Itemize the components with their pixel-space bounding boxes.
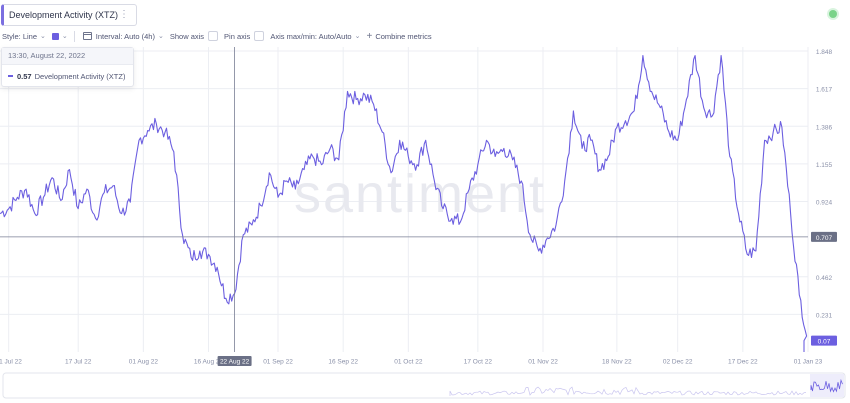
tooltip-date: 13:30, August 22, 2022 [2, 48, 133, 65]
x-tick-label: 17 Jul 22 [65, 359, 92, 366]
chevron-down-icon: ⌄ [40, 33, 46, 40]
pin-axis-label: Pin axis [224, 31, 251, 41]
show-axis-checkbox[interactable] [208, 31, 219, 41]
tooltip: 13:30, August 22, 2022 0.57 Development … [1, 47, 134, 87]
y-tick-label: 1.155 [816, 162, 833, 169]
x-tick-label: 01 Aug 22 [129, 359, 159, 366]
tooltip-row: 0.57 Development Activity (XTZ) [2, 65, 133, 87]
color-select[interactable]: ⌄ [51, 32, 68, 40]
pin-axis-checkbox[interactable] [254, 31, 265, 41]
x-tick-label: 01 Jul 22 [0, 359, 22, 366]
toolbar-divider [73, 30, 75, 42]
tooltip-legend-marker [8, 75, 13, 77]
navigator-frame [2, 372, 846, 399]
series-line-development-activity [0, 55, 808, 352]
style-select[interactable]: Style: Line ⌄ [2, 32, 46, 41]
y-tick-label: 0.924 [816, 200, 833, 207]
crosshair-y-label: 0.707 [816, 235, 833, 242]
y-tick-label: 1.386 [816, 124, 833, 131]
x-tick-label: 01 Oct 22 [394, 359, 423, 366]
tooltip-value: 0.57 [17, 71, 32, 81]
x-tick-label: 16 Aug 22 [194, 359, 224, 366]
chart-toolbar: Style: Line ⌄ ⌄ Interval: Auto (4h) ⌄ Sh… [2, 29, 438, 43]
navigator-sparkline [449, 386, 807, 396]
chevron-down-icon: ⌄ [354, 33, 361, 40]
status-indicator [829, 10, 837, 18]
y-axis: 1.848 1.617 1.386 1.155 0.924 0.707 0.462 0.231… [811, 49, 837, 346]
crosshair-x-label: 22 Aug 22 [220, 359, 250, 366]
chevron-down-icon: ⌄ [157, 33, 164, 40]
interval-select[interactable]: Interval: Auto (4h) ⌄ [82, 31, 164, 41]
style-label: Style: Line [2, 31, 38, 41]
chevron-down-icon: ⌄ [61, 33, 68, 40]
x-tick-label: 01 Sep 22 [263, 359, 293, 366]
y-tick-label: 0.462 [816, 275, 833, 282]
color-swatch [51, 32, 59, 40]
y-tick-label: 1.848 [816, 49, 833, 56]
pin-axis-toggle[interactable]: Pin axis [224, 31, 265, 41]
navigator [2, 372, 846, 399]
axis-maxmin-select[interactable]: Axis max/min: Auto/Auto ⌄ [270, 32, 360, 41]
interval-label: Interval: Auto (4h) [95, 31, 155, 41]
x-tick-label: 17 Dec 22 [728, 359, 758, 366]
navigator-selection-sparkline [810, 378, 843, 393]
combine-metrics-button[interactable]: + Combine metrics [366, 31, 431, 42]
crosshair [0, 47, 808, 352]
badge-bg [811, 231, 837, 242]
metric-title: Development Activity (XTZ) [9, 10, 119, 20]
combine-metrics-label: Combine metrics [375, 31, 432, 41]
tooltip-metric: Development Activity (XTZ) [34, 71, 126, 81]
crosshair-x-badge: 22 Aug 22 [217, 356, 252, 366]
crosshair-y-badge: 0.707 [811, 231, 837, 242]
y-tick-label: 1.617 [816, 87, 833, 94]
x-tick-label: 18 Nov 22 [602, 359, 632, 366]
x-tick-label: 01 Nov 22 [528, 359, 558, 366]
plus-icon: + [366, 30, 373, 42]
x-tick-label: 17 Oct 22 [464, 359, 493, 366]
x-tick-label: 02 Dec 22 [663, 359, 693, 366]
calendar-icon [82, 32, 92, 40]
badge-bg [811, 335, 837, 346]
show-axis-label: Show axis [169, 31, 205, 41]
last-value-badge: 0.07 [811, 335, 837, 346]
x-tick-label: 01 Jan 23 [794, 359, 823, 366]
badge-bg [217, 356, 252, 366]
vertical-dots-icon[interactable]: ⋮ [119, 9, 129, 20]
x-tick-label: 16 Sep 22 [328, 359, 358, 366]
metric-chip[interactable]: Development Activity (XTZ) ⋮ [1, 4, 137, 26]
last-value-label: 0.07 [818, 339, 831, 346]
axis-maxmin-label: Axis max/min: Auto/Auto [270, 31, 352, 41]
show-axis-toggle[interactable]: Show axis [169, 31, 219, 41]
y-tick-label: 0.231 [816, 312, 833, 319]
watermark: santiment [294, 164, 546, 224]
